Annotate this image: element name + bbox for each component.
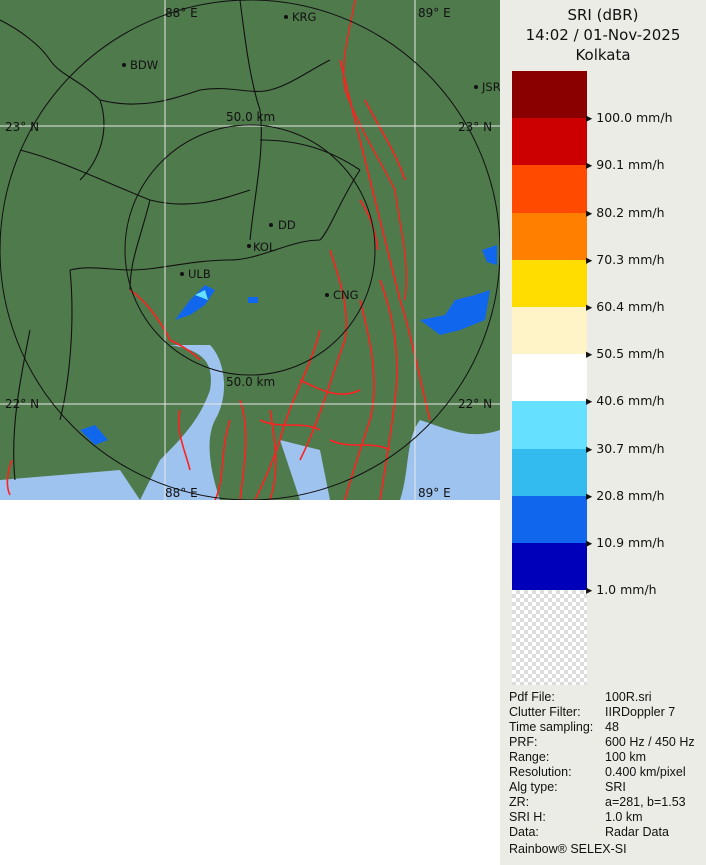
lon-label-89: 89° E [418, 6, 451, 20]
legend-swatch [512, 495, 587, 543]
range-ring-label: 50.0 km [226, 110, 275, 124]
lat-label-22-right: 22° N [458, 397, 492, 411]
info-key: Clutter Filter: [509, 705, 581, 719]
svg-text:DD: DD [278, 218, 296, 232]
city-cng: CNG [325, 288, 359, 302]
city-krg: KRG [284, 10, 316, 24]
lon-label-88-bottom: 88° E [165, 486, 198, 500]
legend-swatch [512, 212, 587, 260]
info-value: IIRDoppler 7 [605, 705, 676, 719]
legend-label: ▸ 90.1 mm/h [586, 157, 665, 173]
info-value: 600 Hz / 450 Hz [605, 735, 695, 749]
range-ring-label: 50.0 km [226, 375, 275, 389]
city-ulb: ULB [180, 267, 211, 281]
info-value: 100R.sri [605, 690, 652, 704]
legend-label: ▸ 70.3 mm/h [586, 251, 665, 267]
svg-text:KOL: KOL [253, 240, 276, 254]
svg-text:CNG: CNG [333, 288, 359, 302]
legend-swatch [512, 590, 587, 686]
info-value: 100 km [605, 750, 646, 764]
info-key: SRI H: [509, 810, 546, 824]
legend-swatch [512, 543, 587, 591]
info-key: PRF: [509, 735, 538, 749]
legend-label: ▸ 80.2 mm/h [586, 204, 665, 220]
site-name: Kolkata [575, 46, 631, 64]
svg-text:ULB: ULB [188, 267, 211, 281]
legend-label: ▸ 50.5 mm/h [586, 346, 665, 362]
info-key: Range: [509, 750, 550, 764]
info-value: SRI [605, 780, 626, 794]
lon-label-89-bottom: 89° E [418, 486, 451, 500]
info-row: Data: Radar Data [509, 825, 669, 839]
legend-label: ▸ 60.4 mm/h [586, 299, 665, 314]
legend-panel: SRI (dBR) 14:02 / 01-Nov-2025 Kolkata ▸ … [500, 0, 706, 865]
info-key: Alg type: [509, 780, 558, 794]
info-row: Clutter Filter: IIRDoppler 7 [509, 705, 675, 719]
city-kol: KOL [247, 240, 276, 254]
product-title: SRI (dBR) [567, 6, 639, 24]
info-row: Time sampling: 48 [509, 720, 619, 734]
info-row: PRF: 600 Hz / 450 Hz [509, 735, 695, 749]
radar-map[interactable]: 88° E 89° E 23° N 23° N 22° N 22° N 88° … [0, 0, 500, 500]
legend-swatch [512, 448, 587, 496]
info-value: 1.0 km [605, 810, 643, 824]
info-value: 0.400 km/pixel [605, 765, 686, 779]
city-jsr: JSR [474, 80, 500, 94]
info-key: Time sampling: [509, 720, 594, 734]
legend-label: ▸ 20.8 mm/h [586, 487, 665, 503]
info-value: Radar Data [605, 825, 669, 839]
legend-swatch [512, 71, 587, 119]
lat-label-22: 22° N [5, 397, 39, 411]
borders [0, 0, 361, 481]
rain-echoes [80, 245, 497, 445]
grid-lines [0, 0, 500, 500]
info-row: ZR: a=281, b=1.53 [509, 795, 686, 809]
info-key: Resolution: [509, 765, 572, 779]
svg-text:KRG: KRG [292, 10, 316, 24]
range-rings [0, 0, 500, 500]
city-dd: DD [269, 218, 296, 232]
city-bdw: BDW [122, 58, 158, 72]
lat-label-23: 23° N [5, 120, 39, 134]
legend-swatch [512, 259, 587, 307]
international-border [342, 0, 408, 301]
footer: Rainbow® SELEX-SI [509, 842, 627, 856]
info-row: Pdf File: 100R.sri [509, 690, 652, 704]
legend-label: ▸ 30.7 mm/h [586, 440, 665, 456]
legend-swatch [512, 401, 587, 449]
info-row: Resolution: 0.400 km/pixel [509, 765, 686, 779]
land-background [0, 0, 500, 500]
legend-swatch [512, 354, 587, 402]
legend-label: ▸ 1.0 mm/h [586, 582, 657, 598]
svg-text:JSR: JSR [481, 80, 500, 94]
datetime: 14:02 / 01-Nov-2025 [525, 26, 681, 44]
svg-text:BDW: BDW [130, 58, 158, 72]
info-value: 48 [605, 720, 619, 734]
legend-swatch [512, 118, 587, 166]
legend-label: ▸ 10.9 mm/h [586, 535, 665, 550]
info-key: ZR: [509, 795, 530, 809]
water-bodies [0, 345, 500, 500]
info-row: Alg type: SRI [509, 780, 626, 794]
legend-label: ▸ 40.6 mm/h [586, 393, 665, 409]
info-row: Range: 100 km [509, 750, 646, 764]
info-row: SRI H: 1.0 km [509, 810, 643, 824]
legend-swatch [512, 165, 587, 213]
info-key: Pdf File: [509, 690, 555, 704]
lon-label-88: 88° E [165, 6, 198, 20]
legend-swatch [512, 307, 587, 355]
info-value: a=281, b=1.53 [605, 795, 686, 809]
info-key: Data: [509, 825, 539, 839]
legend-label: ▸ 100.0 mm/h [586, 110, 673, 126]
lat-label-23-right: 23° N [458, 120, 492, 134]
